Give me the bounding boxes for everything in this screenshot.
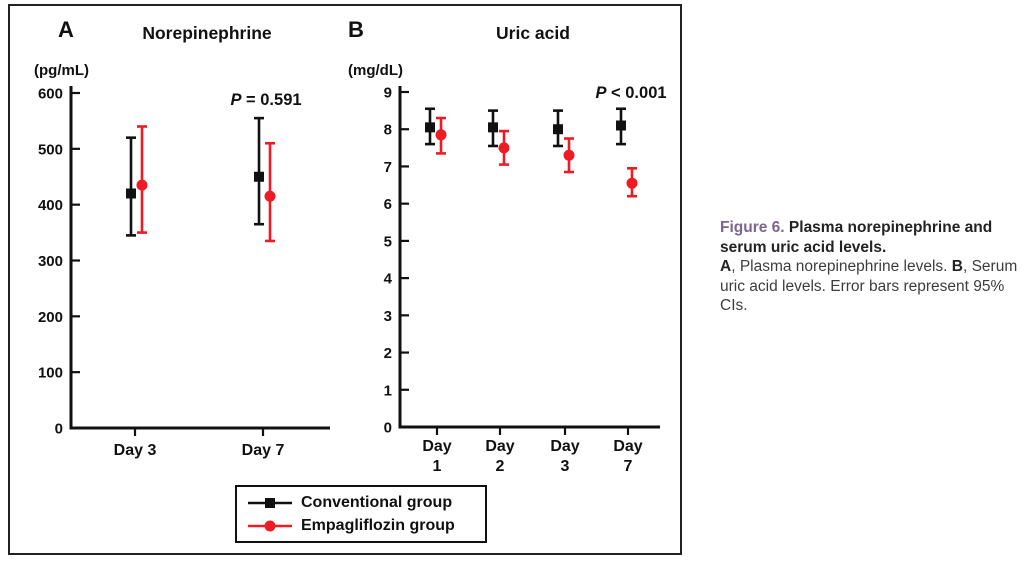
y-tick-label: 3 [384,308,392,325]
panel-b-y-unit: (mg/dL) [348,62,403,79]
data-point-square [126,188,136,199]
charts-svg: A Norepinephrine (pg/mL) P = 0.591 B Uri… [34,17,667,475]
x-category-label: Day 7 [613,438,642,475]
data-point-circle [498,142,510,154]
panel-a-title: Norepinephrine [142,23,272,43]
data-point-square [488,122,498,133]
panel-a-p-value: P = 0.591 [230,91,301,109]
y-tick-label: 1 [384,382,392,399]
x-category-label: Day 2 [485,438,514,475]
y-tick-label: 7 [384,159,392,176]
x-category-label: Day 1 [422,438,451,475]
conventional-key-icon [248,497,292,508]
x-category-label: Day 3 [114,442,157,459]
legend-box: Conventional group Empagliflozin group [235,485,487,543]
y-tick-label: 4 [384,271,393,288]
legend-item-conventional: Conventional group [248,492,485,514]
y-tick-label: 500 [38,141,63,158]
panel-a-y-unit: (pg/mL) [34,62,89,79]
y-tick-label: 600 [38,86,63,103]
figure-number-label: Figure 6. [720,219,785,236]
panel-b-label: B [348,17,364,42]
y-tick-label: 8 [384,122,392,139]
y-tick-label: 300 [38,253,63,270]
y-tick-label: 5 [384,233,392,250]
data-point-square [425,122,435,133]
x-category-label: Day 7 [242,442,285,459]
panel-a-plot: 0 100 200 300 400 500 600 Day 3 Day 7 [38,86,330,459]
y-tick-label: 0 [384,420,392,437]
data-point-circle [136,179,148,191]
y-tick-label: 2 [384,345,392,362]
data-point-circle [435,129,447,141]
data-point-circle [563,149,575,161]
data-point-circle [626,177,638,189]
legend-label-empagliflozin: Empagliflozin group [301,516,455,534]
caption-part-a-label: A [720,258,732,275]
panel-a-label: A [58,17,74,42]
figure-box: A Norepinephrine (pg/mL) P = 0.591 B Uri… [8,4,682,555]
figure-caption: Figure 6. Plasma norepinephrine and seru… [720,218,1024,316]
panel-b-p-value: P < 0.001 [595,84,666,102]
data-point-square [553,124,563,135]
empagliflozin-key-icon [248,520,292,531]
y-tick-label: 200 [38,309,63,326]
caption-part-b-label: B [951,258,963,275]
y-tick-label: 0 [55,421,63,438]
data-point-square [616,120,626,131]
caption-part-a-text: , Plasma norepinephrine levels. [731,258,952,275]
y-tick-label: 6 [384,196,392,213]
x-category-label: Day 3 [550,438,579,475]
caption-title: Plasma norepinephrine and serum uric aci… [720,219,993,256]
legend-item-empagliflozin: Empagliflozin group [248,515,485,537]
legend-label-conventional: Conventional group [301,493,453,511]
panel-b-title: Uric acid [496,23,570,43]
panel-b-plot: 0 1 2 3 4 5 6 7 8 9 Day 1 Day 2 Day 3 Day 7 [384,85,660,475]
data-point-circle [264,190,276,202]
caption-part-b-text: , Serum uric acid levels. Error bars rep… [720,258,1018,314]
data-point-square [254,171,264,182]
y-tick-label: 400 [38,197,63,214]
y-tick-label: 9 [384,85,392,102]
y-tick-label: 100 [38,365,63,382]
